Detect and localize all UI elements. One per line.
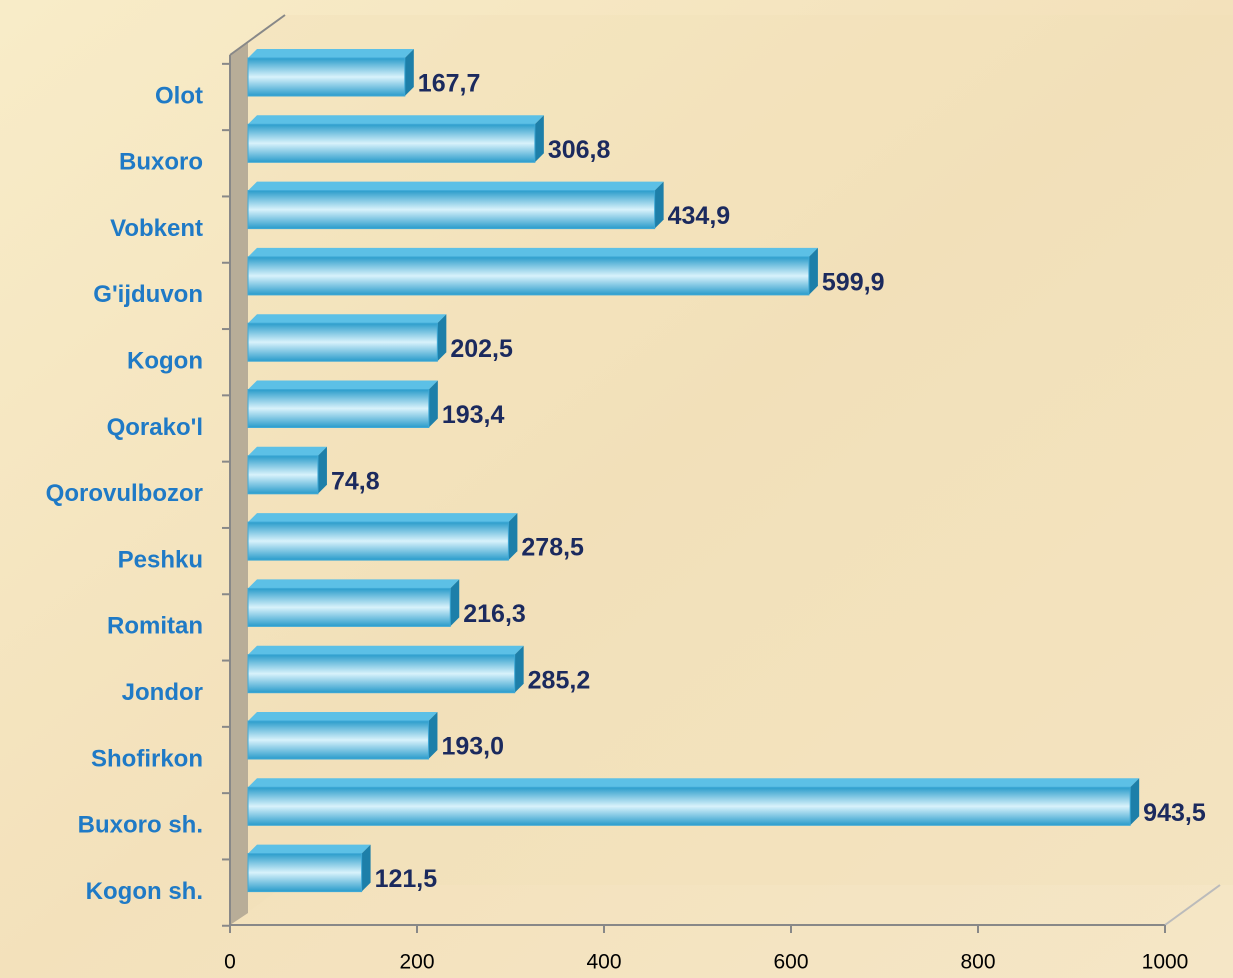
y-tick-label: Qorovulbozor <box>46 480 203 507</box>
data-label: 74,8 <box>331 467 380 495</box>
y-tick-label: Jondor <box>122 679 203 706</box>
bar-top <box>248 844 371 854</box>
bar <box>247 256 810 296</box>
bar-side <box>317 446 327 494</box>
data-label: 306,8 <box>548 136 611 164</box>
data-label: 285,2 <box>528 666 591 694</box>
bar <box>247 455 319 495</box>
bar-side <box>437 314 447 362</box>
bar-top <box>248 314 447 324</box>
bar-top <box>248 247 818 257</box>
data-label: 216,3 <box>463 600 526 628</box>
wall-edge <box>229 14 286 56</box>
y-tick-label: Qorako'l <box>107 414 203 441</box>
bar-top <box>248 645 524 655</box>
bar <box>247 389 430 428</box>
bar <box>247 654 516 694</box>
bar <box>247 57 406 97</box>
floor-edge <box>1164 884 1221 926</box>
left-wall <box>230 43 248 925</box>
y-tick-label: Vobkent <box>110 215 203 242</box>
bar-side <box>1130 778 1140 826</box>
bar <box>247 853 363 893</box>
x-tick-label: 0 <box>224 951 236 974</box>
bar-side <box>361 844 371 892</box>
y-tick-label: Kogon sh. <box>86 878 203 905</box>
y-tick-label: G'ijduvon <box>93 281 203 308</box>
bar-side <box>450 579 460 627</box>
data-label: 434,9 <box>668 202 731 230</box>
x-tick-label: 1000 <box>1142 951 1189 974</box>
bar <box>247 786 1131 826</box>
bar-top <box>248 380 438 390</box>
bar-side <box>534 115 544 163</box>
bar-side <box>508 513 518 561</box>
bar-top <box>248 579 460 589</box>
y-tick-label: Shofirkon <box>91 745 203 772</box>
data-label: 278,5 <box>521 534 584 562</box>
x-tick-label: 800 <box>960 951 995 974</box>
x-tick-label: 600 <box>773 951 808 974</box>
bar-side <box>404 49 414 96</box>
bar <box>247 322 438 362</box>
bar-top <box>248 513 518 523</box>
bar <box>247 587 451 627</box>
bar-top <box>248 49 414 58</box>
data-label: 599,9 <box>822 269 885 297</box>
bar-top <box>248 115 544 125</box>
bar-side <box>808 247 818 295</box>
bar-side <box>428 380 438 428</box>
data-label: 943,5 <box>1143 799 1206 827</box>
bar <box>247 190 656 230</box>
x-tick-label: 400 <box>586 951 621 974</box>
bar-side <box>514 645 524 693</box>
bar-top <box>248 712 438 721</box>
bar-side <box>654 181 664 229</box>
bar-side <box>428 712 438 759</box>
y-tick-label: Olot <box>155 82 203 109</box>
data-label: 202,5 <box>450 335 513 363</box>
bar <box>247 521 509 561</box>
y-tick-label: Buxoro <box>119 149 203 176</box>
y-tick-label: Kogon <box>127 348 203 375</box>
data-label: 167,7 <box>418 70 481 98</box>
y-tick-label: Peshku <box>118 546 203 573</box>
bar <box>247 720 429 760</box>
y-tick-label: Romitan <box>107 613 203 640</box>
bar-top <box>248 181 664 191</box>
x-tick-label: 200 <box>399 951 434 974</box>
y-tick-label: Buxoro sh. <box>78 812 203 839</box>
bar-top <box>248 778 1140 788</box>
data-label: 121,5 <box>375 865 438 893</box>
data-label: 193,4 <box>442 401 505 429</box>
bar-top <box>248 446 327 456</box>
bar <box>247 123 536 163</box>
data-label: 193,0 <box>441 733 504 761</box>
plot-back <box>230 15 1233 925</box>
